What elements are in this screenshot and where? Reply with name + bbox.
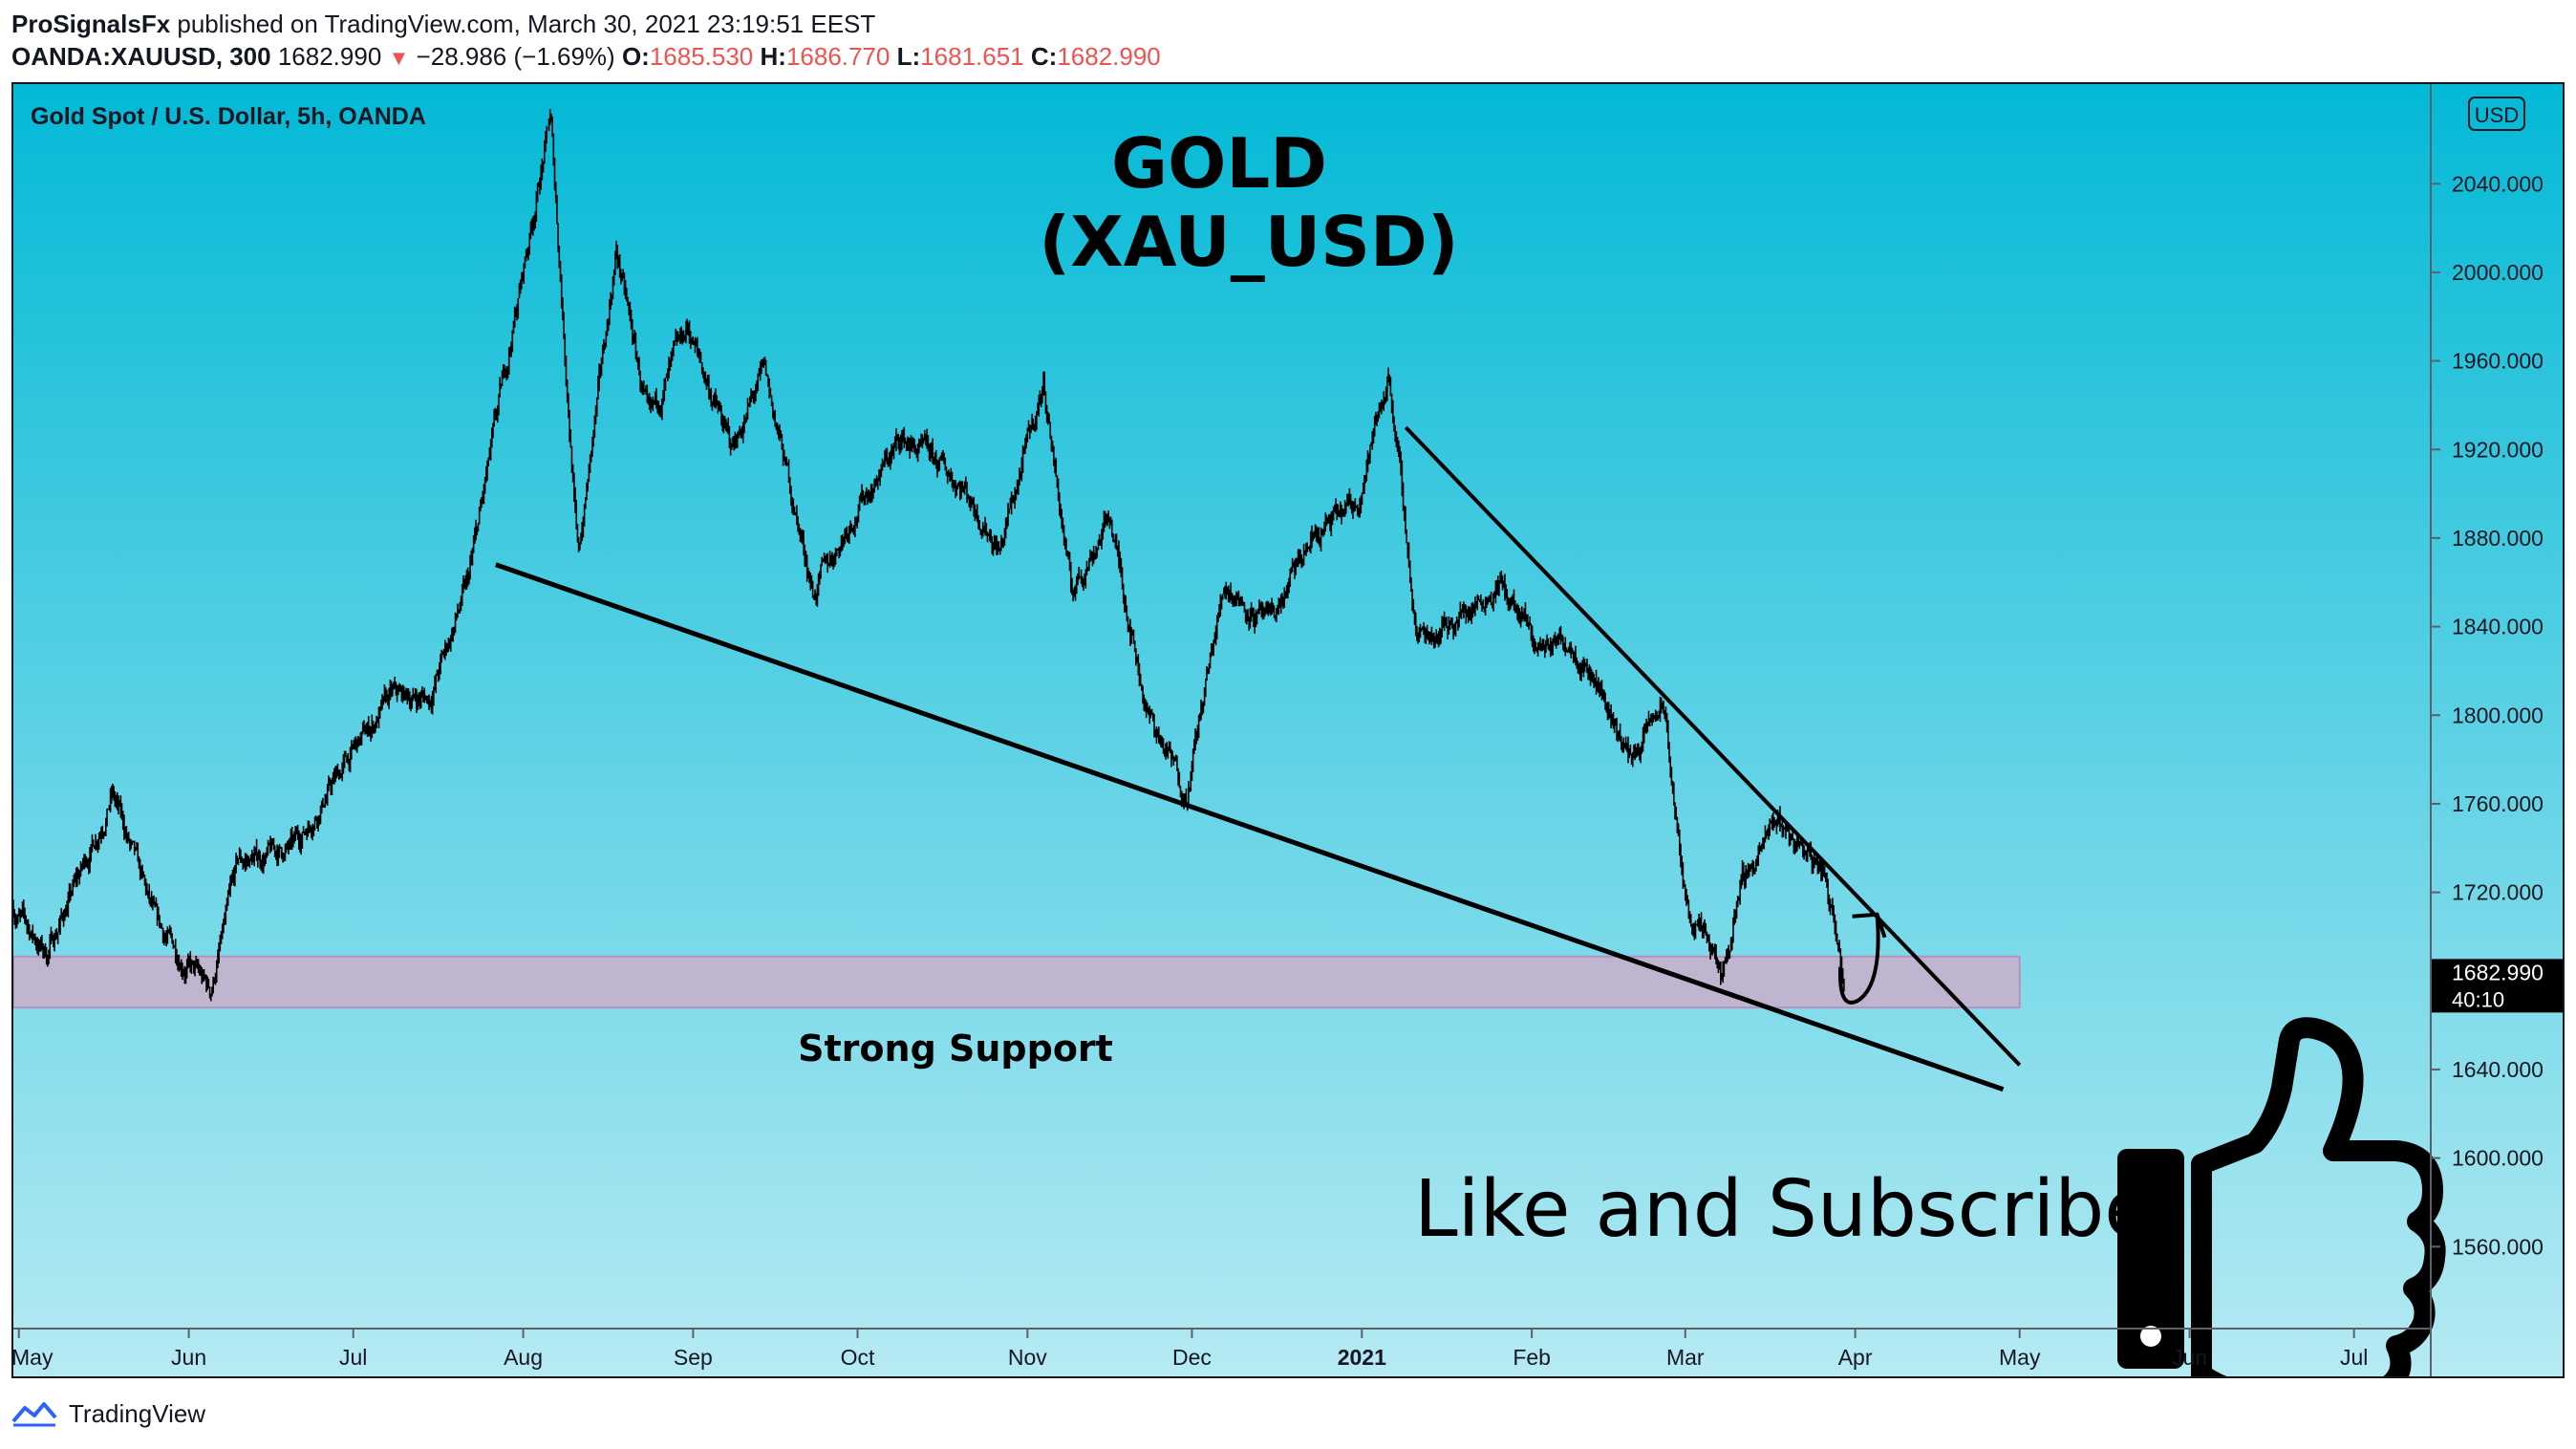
price-tick-label: 1800.000 [2452,703,2544,727]
chart-frame[interactable]: Gold Spot / U.S. Dollar, 5h, OANDA GOLD … [11,82,2565,1378]
current-price-label: 1682.990 40:10 [2432,959,2563,1013]
time-tick-label: Sep [674,1345,713,1370]
time-tick-label: Mar [1666,1345,1705,1370]
close-label: C: [1030,42,1058,71]
publish-info: ProSignalsFx published on TradingView.co… [11,8,875,40]
time-axis[interactable]: May Jun Jul Aug Sep Oct Nov Dec 2021 Feb Mar Apr May… [13,1328,2431,1370]
high-label: H: [760,42,786,71]
time-tick-label: Jul [2340,1345,2368,1370]
time-tick-label: Dec [1172,1345,1212,1370]
price-tick-label: 1600.000 [2452,1146,2544,1171]
tradingview-logo-icon [11,1402,57,1427]
author-name[interactable]: ProSignalsFx [11,10,171,38]
projection-arrowhead [1852,912,1887,939]
support-zone-label: Strong Support [798,1027,1113,1070]
price-tick-label: 2000.000 [2452,260,2544,285]
close-value: 1682.990 [1057,42,1161,71]
time-tick-label: Nov [1008,1345,1047,1370]
price-axis[interactable]: 2040.000 2000.000 1960.000 1920.000 1880.000… [2430,84,2544,1376]
time-tick-label: Jul [339,1345,367,1370]
falling-support-trendline [495,562,2005,1092]
price-tick-label: 1960.000 [2452,349,2544,374]
currency-badge-label: USD [2475,103,2519,127]
ohlc-bar: OANDA:XAUUSD, 300 1682.990 ▼ −28.986 (−1… [11,40,1161,75]
price-tick-label: 1880.000 [2452,526,2544,551]
tradingview-footer[interactable]: TradingView [11,1397,205,1430]
current-price-value: 1682.990 [2452,960,2544,984]
projection-arrow [1838,914,1880,1005]
price-tick-label: 1560.000 [2452,1234,2544,1259]
down-triangle-icon: ▼ [388,46,410,70]
countdown-value: 40:10 [2452,987,2504,1011]
low-label: L: [896,42,921,71]
low-value: 1681.651 [920,42,1024,71]
high-value: 1686.770 [785,42,891,71]
open-label: O: [621,42,650,71]
price-tick-label: 1640.000 [2452,1057,2544,1082]
publish-text: published on TradingView.com, March 30, … [177,10,876,38]
price-tick-label: 1760.000 [2452,791,2544,816]
symbol-legend: Gold Spot / U.S. Dollar, 5h, OANDA [31,103,426,130]
time-tick-label: 2021 [1338,1345,1386,1370]
chart-title-line1: GOLD [1111,123,1327,204]
time-tick-label: Oct [841,1345,875,1370]
time-tick-label: Jun [171,1345,206,1370]
price-tick-label: 1720.000 [2452,880,2544,905]
candles-layer [13,109,1845,1002]
price-chart[interactable]: Gold Spot / U.S. Dollar, 5h, OANDA GOLD … [13,84,2563,1376]
open-value: 1685.530 [649,42,754,71]
time-tick-label: Apr [1838,1345,1873,1370]
time-tick-label: Jun [2172,1345,2207,1370]
cta-text: Like and Subscribe [1414,1164,2153,1255]
tradingview-brand[interactable]: TradingView [69,1398,206,1428]
chart-title-line2: (XAU_USD) [1039,202,1458,282]
currency-badge[interactable]: USD [2468,97,2525,131]
price-tick-label: 1840.000 [2452,615,2544,639]
last-price: 1682.990 [277,42,382,71]
support-zone [13,955,2021,1009]
falling-resistance-trendline [1404,425,2022,1067]
price-tick-label: 2040.000 [2452,171,2544,196]
price-tick-label: 1920.000 [2452,437,2544,462]
time-tick-label: May [1999,1345,2041,1370]
price-change: −28.986 (−1.69%) [416,42,615,71]
time-tick-label: Aug [504,1345,543,1370]
symbol-label: OANDA:XAUUSD, 300 [11,42,271,71]
time-tick-label: May [13,1345,54,1370]
time-tick-label: Feb [1513,1345,1551,1370]
thumbs-up-icon [2117,1017,2446,1376]
